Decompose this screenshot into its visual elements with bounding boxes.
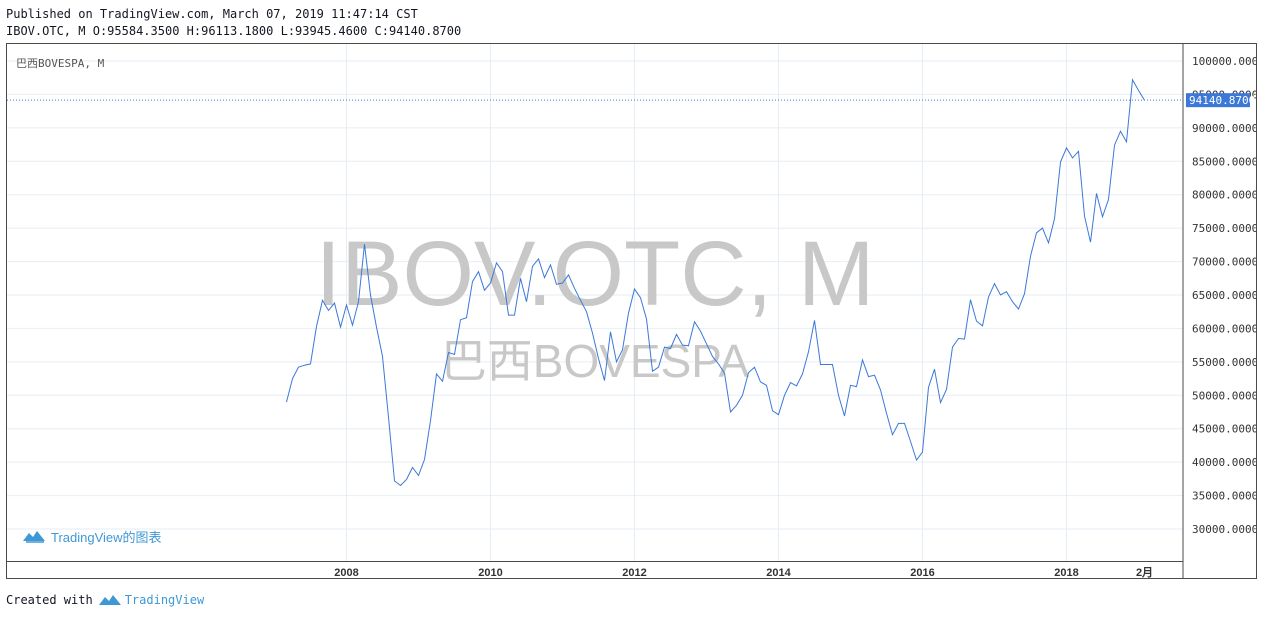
y-tick-label: 45000.0000 <box>1192 423 1256 436</box>
y-tick-label: 75000.0000 <box>1192 222 1256 235</box>
open-value: O:95584.3500 <box>92 24 180 38</box>
y-tick-label: 40000.0000 <box>1192 456 1256 469</box>
y-tick-label: 100000.0000 <box>1192 55 1256 68</box>
x-tick-label: 2016 <box>910 567 934 578</box>
ohlc-line: IBOV.OTC, M O:95584.3500 H:96113.1800 L:… <box>6 24 461 38</box>
y-tick-label: 35000.0000 <box>1192 490 1256 503</box>
y-tick-label: 90000.0000 <box>1192 122 1256 135</box>
close-value: C:94140.8700 <box>374 24 462 38</box>
x-tick-label: 2018 <box>1054 567 1078 578</box>
symbol-label: IBOV.OTC, M <box>6 24 86 38</box>
footer-created-with: Created with <box>6 593 93 607</box>
y-tick-label: 80000.0000 <box>1192 189 1256 202</box>
low-value: L:93945.4600 <box>280 24 368 38</box>
x-tick-label: 2014 <box>766 567 791 578</box>
last-price-badge <box>1186 93 1250 108</box>
high-value: H:96113.1800 <box>186 24 274 38</box>
y-tick-label: 85000.0000 <box>1192 155 1256 168</box>
tradingview-logo[interactable]: TradingView的图表 <box>23 530 162 545</box>
x-tick-label: 2010 <box>478 567 502 578</box>
y-tick-label: 65000.0000 <box>1192 289 1256 302</box>
tradingview-chart-text: TradingView的图表 <box>51 530 162 545</box>
price-chart[interactable]: IBOV.OTC, M 巴西BOVESPA 100000.000095000.0… <box>7 44 1256 578</box>
footer: Created with TradingView <box>6 593 204 607</box>
y-tick-label: 60000.0000 <box>1192 322 1256 335</box>
watermark-symbol: IBOV.OTC, M <box>316 223 875 325</box>
cloud-icon <box>23 531 45 541</box>
footer-tradingview-link[interactable]: TradingView <box>124 593 205 607</box>
published-line: Published on TradingView.com, March 07, … <box>6 7 418 21</box>
y-tick-label: 55000.0000 <box>1192 356 1256 369</box>
x-tick-label: 2008 <box>334 567 358 578</box>
y-tick-label: 70000.0000 <box>1192 256 1256 269</box>
x-tick-label: 2月 <box>1136 566 1153 578</box>
series-legend: 巴西BOVESPA, M <box>16 57 105 70</box>
y-tick-label: 30000.0000 <box>1192 523 1256 536</box>
x-tick-label: 2012 <box>622 567 646 578</box>
last-price-label: 94140.8700 <box>1189 94 1255 107</box>
chart-frame[interactable]: IBOV.OTC, M 巴西BOVESPA 100000.000095000.0… <box>6 43 1257 579</box>
y-tick-label: 50000.0000 <box>1192 389 1256 402</box>
tradingview-footer-icon <box>98 595 121 605</box>
price-line <box>286 78 1145 487</box>
